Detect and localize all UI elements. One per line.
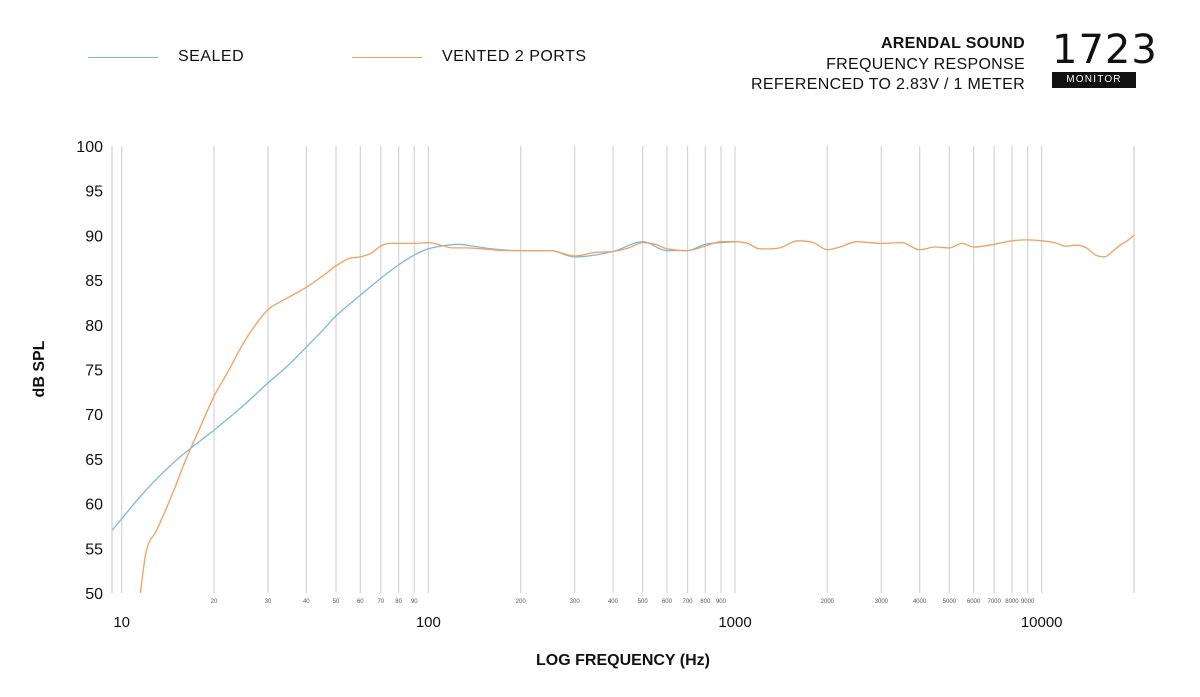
y-tick-label-75: 75 bbox=[85, 363, 103, 380]
x-tick-label-70: 70 bbox=[377, 599, 384, 605]
x-tick-label-6000: 6000 bbox=[967, 599, 981, 605]
legend-swatch-vented bbox=[352, 56, 422, 58]
brand-name: ARENDAL SOUND bbox=[880, 35, 1025, 52]
x-tick-label-1000: 1000 bbox=[718, 614, 751, 631]
legend-item-sealed: SEALED bbox=[88, 48, 244, 66]
x-tick-label-8000: 8000 bbox=[1005, 599, 1019, 605]
y-tick-label-80: 80 bbox=[85, 318, 103, 335]
x-tick-label-600: 600 bbox=[662, 599, 673, 605]
x-tick-label-300: 300 bbox=[570, 599, 581, 605]
y-tick-label-70: 70 bbox=[85, 407, 103, 424]
x-tick-label-500: 500 bbox=[638, 599, 649, 605]
y-tick-label-90: 90 bbox=[85, 228, 103, 245]
y-tick-label-95: 95 bbox=[85, 184, 103, 201]
x-axis-ticks: 10 100 1000 10000 20 30 40 50 60 70 80 90 200 300 400 5… bbox=[113, 599, 1062, 631]
x-tick-label-7000: 7000 bbox=[987, 599, 1001, 605]
series-lines bbox=[111, 234, 1135, 594]
x-tick-label-10: 10 bbox=[113, 614, 130, 631]
x-tick-label-90: 90 bbox=[411, 599, 418, 605]
y-tick-label-100: 100 bbox=[76, 139, 103, 156]
series-line-vented bbox=[139, 234, 1135, 594]
chart-subtitle: REFERENCED TO 2.83V / 1 METER bbox=[751, 76, 1025, 93]
x-tick-label-900: 900 bbox=[716, 599, 727, 605]
x-tick-label-40: 40 bbox=[303, 599, 310, 605]
x-tick-label-400: 400 bbox=[608, 599, 619, 605]
legend-swatch-sealed bbox=[88, 56, 158, 58]
x-tick-label-4000: 4000 bbox=[913, 599, 927, 605]
x-axis-label: LOG FREQUENCY (Hz) bbox=[536, 652, 710, 669]
x-tick-label-700: 700 bbox=[682, 599, 693, 605]
x-tick-label-100: 100 bbox=[416, 614, 441, 631]
y-tick-label-85: 85 bbox=[85, 273, 103, 290]
x-tick-label-80: 80 bbox=[395, 599, 402, 605]
legend-item-vented: VENTED 2 PORTS bbox=[352, 48, 587, 66]
series-line-sealed bbox=[111, 241, 736, 531]
x-tick-label-5000: 5000 bbox=[943, 599, 957, 605]
x-tick-label-2000: 2000 bbox=[821, 599, 835, 605]
x-tick-label-20: 20 bbox=[211, 599, 218, 605]
y-tick-label-50: 50 bbox=[85, 586, 103, 603]
x-tick-label-200: 200 bbox=[516, 599, 527, 605]
x-tick-label-9000: 9000 bbox=[1021, 599, 1035, 605]
y-axis-ticks: 50 55 60 65 70 75 80 85 90 95 100 bbox=[76, 139, 103, 603]
legend-label-sealed: SEALED bbox=[178, 48, 245, 65]
chart-title-block: ARENDAL SOUND FREQUENCY RESPONSE REFEREN… bbox=[751, 34, 1025, 96]
y-tick-label-55: 55 bbox=[85, 541, 103, 558]
x-tick-label-30: 30 bbox=[265, 599, 272, 605]
y-axis-label: dB SPL bbox=[31, 340, 48, 397]
legend-label-vented: VENTED 2 PORTS bbox=[442, 48, 587, 65]
x-tick-label-50: 50 bbox=[333, 599, 340, 605]
logo-subtitle: MONITOR bbox=[1052, 72, 1136, 88]
x-tick-label-60: 60 bbox=[357, 599, 364, 605]
grid-lines bbox=[111, 146, 1135, 593]
x-tick-label-800: 800 bbox=[700, 599, 711, 605]
y-tick-label-65: 65 bbox=[85, 452, 103, 469]
x-tick-label-3000: 3000 bbox=[875, 599, 889, 605]
x-tick-label-10000: 10000 bbox=[1021, 614, 1063, 631]
y-tick-label-60: 60 bbox=[85, 497, 103, 514]
chart-title: FREQUENCY RESPONSE bbox=[826, 55, 1025, 73]
